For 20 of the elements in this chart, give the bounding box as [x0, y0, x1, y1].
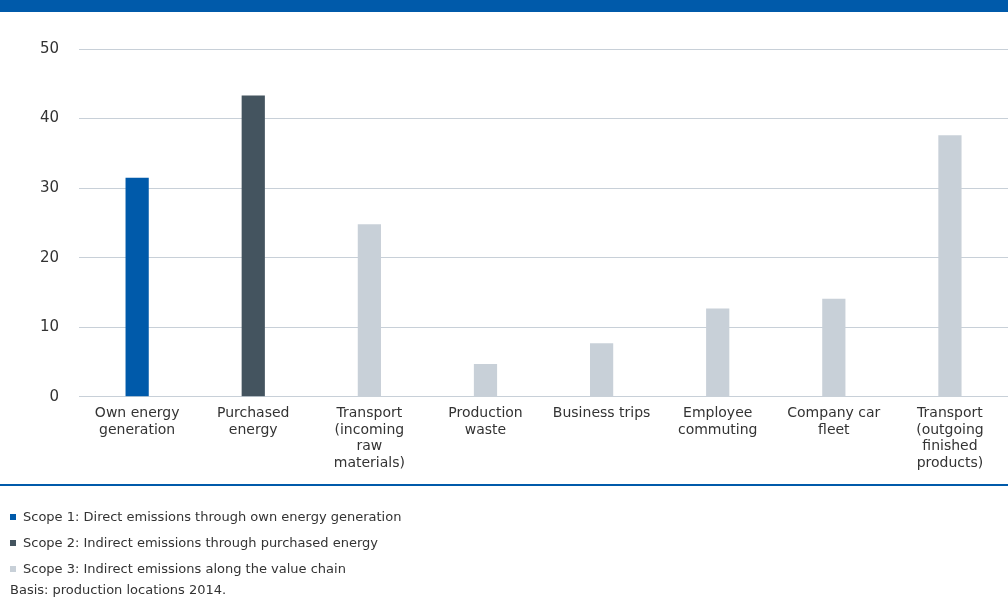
y-tick-label: 30	[39, 178, 60, 197]
x-tick-label: Employee commuting	[677, 403, 758, 437]
y-tick-label: 10	[39, 317, 60, 336]
y-tick-label: 40	[39, 108, 60, 127]
bar	[125, 177, 149, 397]
bar	[241, 95, 265, 397]
text: Basis: production locations 2014.	[10, 582, 227, 597]
x-tick-label: Production waste	[448, 403, 523, 437]
x-tick-label: Company car fleet	[787, 403, 881, 437]
x-tick-label: Purchased energy	[217, 403, 290, 437]
legend-label: Scope 2: Indirect emissions through purchased energy	[23, 534, 378, 552]
legend-label: Scope 1: Direct emissions through own energy generation	[23, 508, 402, 526]
y-tick-label: 0	[49, 386, 60, 405]
x-tick-label: Transport (outgoing finished products)	[916, 403, 984, 471]
y-tick-label: 50	[39, 38, 60, 57]
legend-label: Scope 3: Indirect emissions along the value chain	[23, 560, 346, 578]
y-tick-label: 20	[39, 247, 60, 266]
x-tick-label: Transport (incoming raw materials)	[333, 403, 405, 471]
x-tick-label: Business trips	[552, 403, 651, 420]
x-tick-label: Own energy generation	[94, 403, 180, 437]
